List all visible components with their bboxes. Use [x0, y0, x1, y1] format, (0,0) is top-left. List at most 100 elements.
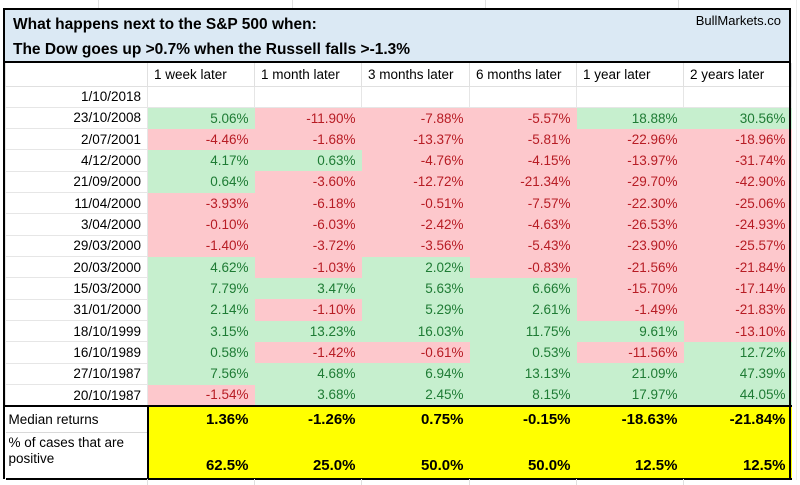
value-cell	[254, 85, 362, 108]
header-row: 1 week later 1 month later 3 months later 6…	[5, 63, 792, 87]
value-cell: 0.63%	[254, 149, 362, 172]
median-value: 0.75%	[361, 404, 470, 433]
sheet-gridline	[796, 0, 797, 480]
sheet-gridline	[683, 479, 684, 485]
value-cell: 47.39%	[683, 363, 792, 385]
positive-value: 12.5%	[683, 432, 792, 480]
value-cell: -29.70%	[576, 171, 684, 193]
table-row: 4/12/2000 4.17% 0.63% -4.76% -4.15% -13.97% -3…	[5, 149, 792, 172]
table-row: 21/09/2000 0.64% -3.60% -12.72% -21.34% -29.7…	[5, 170, 792, 194]
value-cell: 8.15%	[469, 384, 577, 406]
sheet-gridline	[98, 0, 99, 8]
sheet-gridline	[147, 479, 148, 485]
value-cell: -0.51%	[361, 192, 470, 214]
column-header: 1 week later	[147, 63, 255, 87]
value-cell: 21.09%	[576, 363, 684, 385]
column-header: 2 years later	[683, 63, 792, 87]
median-value: -1.26%	[254, 404, 362, 433]
value-cell: -1.54%	[147, 384, 255, 406]
table-row: 29/03/2000 -1.40% -3.72% -3.56% -5.43% -23.90…	[5, 234, 792, 258]
table-row: 18/10/1999 3.15% 13.23% 16.03% 11.75% 9.61% -1…	[5, 320, 792, 343]
table-body: 1/10/2018 23/10/2008 5.06% -11.90% -7.88% -5.…	[5, 85, 792, 407]
value-cell	[361, 85, 470, 108]
value-cell: -1.10%	[254, 299, 362, 321]
value-cell: -24.93%	[683, 213, 792, 236]
table-row: 11/04/2000 -3.93% -6.18% -0.51% -7.57% -22.30…	[5, 192, 792, 215]
median-label: Median returns	[5, 404, 149, 434]
table-row: 2/07/2001 -4.46% -1.68% -13.37% -5.81% -22.96…	[5, 128, 792, 151]
value-cell: 2.45%	[361, 384, 470, 406]
value-cell: -13.10%	[683, 320, 792, 342]
value-cell: 0.53%	[469, 341, 577, 364]
column-header: 1 month later	[254, 63, 362, 87]
table-row: 16/10/1989 0.58% -1.42% -0.61% 0.53% -11.56% 1…	[5, 341, 792, 364]
value-cell: -42.90%	[683, 171, 792, 193]
returns-table: 1 week later 1 month later 3 months later 6…	[5, 63, 792, 480]
value-cell: -22.96%	[576, 128, 684, 150]
positive-value: 62.5%	[147, 432, 255, 480]
value-cell: 2.14%	[147, 299, 255, 321]
value-cell: 13.23%	[254, 320, 362, 342]
value-cell: -25.57%	[683, 235, 792, 257]
date-cell: 11/04/2000	[5, 192, 148, 215]
value-cell: -21.34%	[469, 171, 577, 193]
positive-value: 50.0%	[469, 432, 577, 480]
value-cell: 5.29%	[361, 299, 470, 321]
median-value: 1.36%	[147, 404, 255, 433]
sheet-gridline	[485, 0, 486, 8]
median-value: -21.84%	[683, 404, 792, 433]
column-header: 6 months later	[469, 63, 577, 87]
sheet-gridline	[254, 479, 255, 485]
date-cell: 23/10/2008	[5, 106, 148, 130]
title-line-1: What happens next to the S&P 500 when:	[13, 16, 317, 33]
table-row: 31/01/2000 2.14% -1.10% 5.29% 2.61% -1.49% -21…	[5, 298, 792, 322]
sheet-gridline	[576, 479, 577, 485]
value-cell: 2.02%	[361, 256, 470, 278]
value-cell: -3.72%	[254, 235, 362, 257]
value-cell: -18.96%	[683, 128, 792, 150]
value-cell: 18.88%	[576, 107, 684, 129]
left-border-line	[3, 8, 5, 479]
date-cell: 29/03/2000	[5, 234, 148, 258]
value-cell: -21.84%	[683, 256, 792, 278]
date-cell: 20/03/2000	[5, 256, 148, 279]
title-line-2: The Dow goes up >0.7% when the Russell f…	[13, 41, 411, 58]
value-cell: 16.03%	[361, 320, 470, 342]
value-cell: -13.37%	[361, 128, 470, 150]
positive-label: % of cases that are positive	[5, 432, 149, 480]
right-border-line	[789, 8, 791, 479]
value-cell: 30.56%	[683, 107, 792, 129]
value-cell: 5.63%	[361, 277, 470, 300]
title-box: What happens next to the S&P 500 when: T…	[3, 8, 791, 63]
date-cell: 31/01/2000	[5, 298, 148, 322]
table-row: 20/10/1987 -1.54% 3.68% 2.45% 8.15% 17.97% 44.…	[5, 384, 792, 407]
value-cell	[683, 85, 792, 108]
sheet-gridline	[678, 0, 679, 8]
value-cell: 5.06%	[147, 107, 255, 129]
value-cell: -5.57%	[469, 107, 577, 129]
value-cell: -17.14%	[683, 277, 792, 300]
value-cell: -6.18%	[254, 192, 362, 214]
value-cell: 12.72%	[683, 341, 792, 364]
value-cell: 0.58%	[147, 341, 255, 364]
value-cell: -1.40%	[147, 235, 255, 257]
date-cell: 21/09/2000	[5, 170, 148, 194]
value-cell	[147, 85, 255, 108]
value-cell: -4.63%	[469, 213, 577, 236]
table-row: 1/10/2018	[5, 85, 792, 108]
percent-positive-row: % of cases that are positive 62.5% 25.0% 5…	[5, 432, 792, 480]
table-row: 20/03/2000 4.62% -1.03% 2.02% -0.83% -21.56% -…	[5, 256, 792, 279]
table-row: 3/04/2000 -0.10% -6.03% -2.42% -4.63% -26.53%…	[5, 213, 792, 236]
value-cell: 3.15%	[147, 320, 255, 342]
date-cell: 16/10/1989	[5, 341, 148, 364]
value-cell: 2.61%	[469, 299, 577, 321]
value-cell: 3.68%	[254, 384, 362, 406]
value-cell: -7.57%	[469, 192, 577, 214]
date-cell: 1/10/2018	[5, 85, 148, 108]
median-value: -0.15%	[469, 404, 577, 433]
value-cell: 13.13%	[469, 363, 577, 385]
value-cell: 17.97%	[576, 384, 684, 406]
value-cell: -4.46%	[147, 128, 255, 150]
value-cell: -11.90%	[254, 107, 362, 129]
brand-text: BullMarkets.co	[695, 13, 781, 28]
